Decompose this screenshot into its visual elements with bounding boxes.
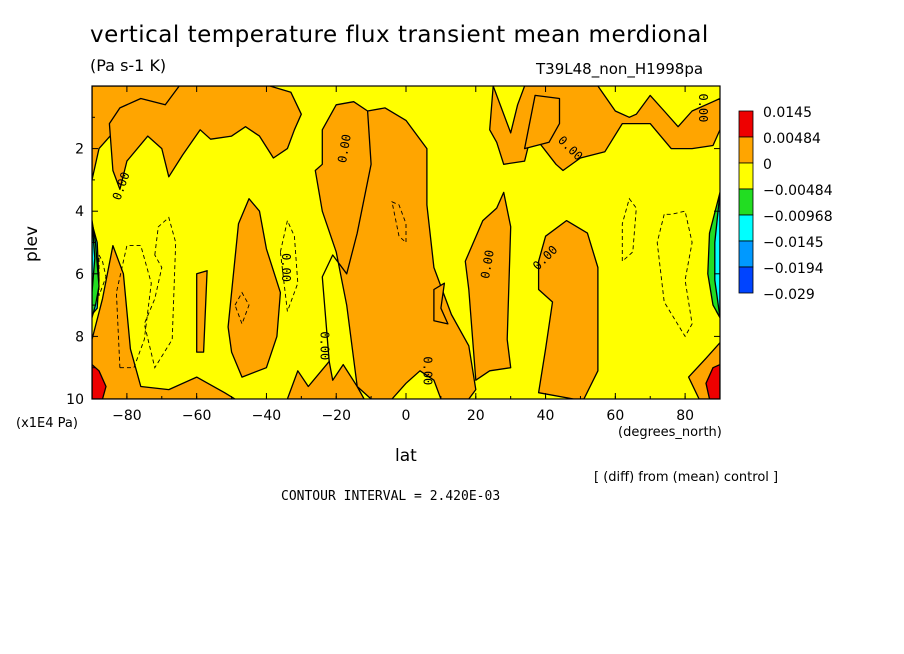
contour-region-positive-5 (196, 270, 208, 353)
y-tick-label-4: 10 (66, 392, 84, 408)
legend-label-0: 0.0145 (763, 105, 812, 121)
contour-label-8: 0.00 (420, 356, 434, 385)
contour-label-7: 0.00 (318, 331, 332, 360)
contour-region-negative2-0 (92, 219, 100, 319)
x-tick-label-1: −60 (182, 408, 212, 424)
contour-label-5: 0.00 (478, 249, 497, 280)
x-tick-label-2: −40 (252, 408, 282, 424)
legend-swatch-4 (738, 214, 754, 242)
legend-label-2: 0 (763, 157, 772, 173)
legend-label-4: −0.00968 (763, 209, 833, 225)
x-tick-label-0: −80 (112, 408, 142, 424)
y-tick-label-1: 4 (75, 204, 84, 220)
x-tick-label-3: −20 (321, 408, 351, 424)
contour-region-positive-6 (314, 101, 477, 399)
legend-swatch-0 (738, 110, 754, 138)
contour-region-negative2-1 (707, 191, 720, 319)
legend-label-6: −0.0194 (763, 261, 824, 277)
legend-swatch-5 (738, 240, 754, 268)
legend-swatch-2 (738, 162, 754, 190)
contour-region-positive-7 (433, 282, 449, 325)
dashed-contour-5 (656, 210, 693, 338)
dashed-contour-2 (279, 219, 299, 312)
x-tick-label-4: 0 (402, 408, 411, 424)
legend-swatch-1 (738, 136, 754, 164)
legend-swatch-3 (738, 188, 754, 216)
x-tick-label-5: 20 (467, 408, 485, 424)
x-tick-label-8: 80 (676, 408, 694, 424)
contour-region-positive-2 (92, 244, 236, 399)
y-tick-label-0: 2 (75, 142, 84, 158)
x-tick-label-7: 60 (606, 408, 624, 424)
dashed-contour-4 (621, 197, 637, 263)
contour-interval-note: CONTOUR INTERVAL = 2.420E-03 (281, 489, 501, 504)
y-tick-label-2: 6 (75, 267, 84, 283)
contour-label-4: 0.00 (279, 253, 293, 282)
y-axis-units: (x1E4 Pa) (16, 416, 78, 431)
chart-units: (Pa s-1 K) (90, 56, 167, 75)
legend-label-3: −0.00484 (763, 183, 833, 199)
x-tick-label-6: 40 (537, 408, 555, 424)
run-label: T39L48_non_H1998pa (536, 60, 704, 78)
contour-region-positive-10 (537, 219, 599, 399)
contour-label-1: 0.00 (335, 133, 354, 164)
x-axis-label: lat (395, 446, 417, 466)
legend-label-7: −0.029 (763, 287, 815, 303)
legend-label-5: −0.0145 (763, 235, 824, 251)
contour-region-positive-12 (523, 94, 561, 150)
contour-region-positive-1 (108, 86, 302, 190)
contour-label-3: 0.00 (696, 93, 710, 122)
x-axis-units: (degrees_north) (618, 425, 722, 440)
dashed-contour-6 (234, 291, 250, 326)
y-tick-label-3: 8 (75, 329, 84, 345)
diff-note: [ (diff) from (mean) control ] (594, 470, 779, 485)
contour-region-high-1 (705, 363, 720, 399)
chart-title: vertical temperature flux transient mean… (90, 22, 709, 48)
contour-region-positive-3 (286, 360, 365, 399)
contour-region-high-0 (92, 363, 107, 399)
contour-region-positive-8 (464, 191, 512, 381)
contour-region-positive-4 (227, 198, 282, 378)
legend-swatch-6 (738, 266, 754, 294)
dashed-contour-1 (143, 216, 177, 369)
legend-label-1: 0.00484 (763, 131, 821, 147)
dashed-contour-0 (115, 245, 152, 369)
dashed-contour-3 (391, 201, 407, 244)
dashed-contour-7 (98, 253, 107, 296)
